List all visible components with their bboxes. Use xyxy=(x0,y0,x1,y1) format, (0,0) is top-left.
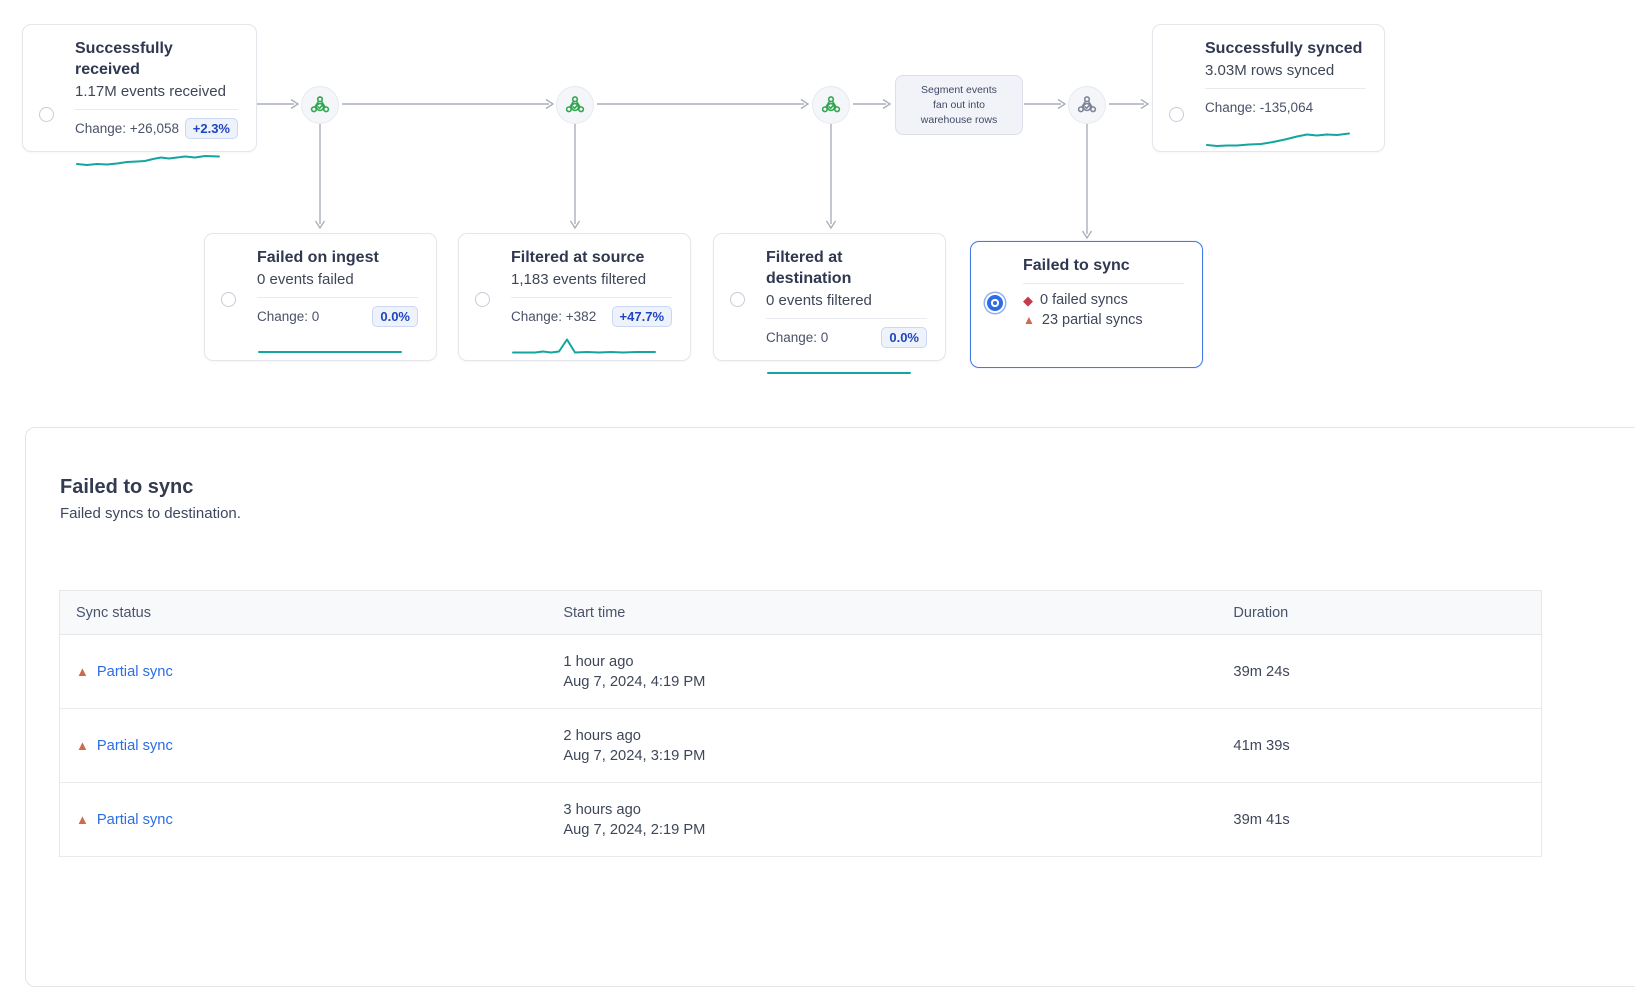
sparkline-chart xyxy=(76,155,220,166)
card-title: Filtered at destination xyxy=(766,249,852,287)
change-label: Change: +26,058 xyxy=(75,120,179,136)
pipeline-node xyxy=(301,86,339,124)
percent-badge: +2.3% xyxy=(184,117,238,139)
radio-filtered-at-destination[interactable] xyxy=(730,292,745,307)
panel-subtitle: Failed syncs to destination. xyxy=(60,505,241,522)
fanout-note-line: Segment events xyxy=(921,83,997,96)
pipeline-node xyxy=(556,86,594,124)
fanout-note-line: fan out into xyxy=(933,98,985,111)
table-row[interactable]: ▲ Partial sync 2 hours ago Aug 7, 2024, … xyxy=(60,709,1541,783)
radio-successfully-received[interactable] xyxy=(39,107,54,122)
relative-time: 3 hours ago xyxy=(563,801,641,818)
table-row[interactable]: ▲ Partial sync 1 hour ago Aug 7, 2024, 4… xyxy=(60,635,1541,709)
segment-check-icon-gray xyxy=(1077,96,1097,113)
divider xyxy=(75,109,238,110)
partial-sync-link[interactable]: Partial sync xyxy=(96,663,173,680)
partial-syncs-stat: 23 partial syncs xyxy=(1041,311,1143,328)
diamond-icon: ◆ xyxy=(1023,293,1033,308)
sync-table: Sync status Start time Duration ▲ Partia… xyxy=(59,590,1542,857)
divider xyxy=(511,297,672,298)
pipeline-node xyxy=(1068,86,1106,124)
pipeline-flow-diagram: Successfully received 1.17M events recei… xyxy=(0,0,1635,410)
segment-check-icon xyxy=(310,96,330,113)
panel-title: Failed to sync xyxy=(60,476,194,498)
node-card-filtered-at-source[interactable]: Filtered at source 1,183 events filtered… xyxy=(458,233,691,361)
change-label: Change: -135,064 xyxy=(1205,99,1314,115)
divider xyxy=(766,318,927,319)
pipeline-node xyxy=(812,86,850,124)
partial-sync-link[interactable]: Partial sync xyxy=(96,737,173,754)
segment-check-icon xyxy=(821,96,841,113)
partial-sync-link[interactable]: Partial sync xyxy=(96,811,173,828)
duration: 39m 41s xyxy=(1233,811,1290,828)
column-header-start-time: Start time xyxy=(563,604,626,621)
sparkline-chart xyxy=(767,372,911,374)
percent-badge: 0.0% xyxy=(372,305,418,327)
card-title: Successfully received xyxy=(75,40,173,78)
card-subtitle: 3.03M rows synced xyxy=(1205,62,1335,79)
fanout-note-line: warehouse rows xyxy=(920,113,998,126)
divider xyxy=(1023,283,1184,284)
radio-failed-on-ingest[interactable] xyxy=(221,292,236,307)
card-title: Successfully synced xyxy=(1205,40,1363,57)
node-card-successfully-synced[interactable]: Successfully synced 3.03M rows synced Ch… xyxy=(1152,24,1385,152)
card-title: Failed to sync xyxy=(1023,257,1130,274)
card-subtitle: 0 events failed xyxy=(257,271,354,288)
node-card-failed-to-sync[interactable]: Failed to sync ◆ 0 failed syncs ▲ 23 par… xyxy=(970,241,1203,368)
percent-badge: 0.0% xyxy=(881,326,927,348)
node-card-successfully-received[interactable]: Successfully received 1.17M events recei… xyxy=(22,24,257,166)
radio-filtered-at-source[interactable] xyxy=(475,292,490,307)
sparkline-chart xyxy=(512,338,656,354)
node-card-failed-on-ingest[interactable]: Failed on ingest 0 events failed Change:… xyxy=(204,233,437,361)
sparkline-chart xyxy=(1206,132,1350,147)
card-title: Failed on ingest xyxy=(257,249,379,266)
change-label: Change: 0 xyxy=(257,308,320,324)
triangle-icon: ▲ xyxy=(76,738,89,753)
start-time: Aug 7, 2024, 2:19 PM xyxy=(563,821,706,838)
divider xyxy=(1205,88,1366,89)
node-card-filtered-at-destination[interactable]: Filtered at destination 0 events filtere… xyxy=(713,233,946,374)
table-row[interactable]: ▲ Partial sync 3 hours ago Aug 7, 2024, … xyxy=(60,783,1541,857)
duration: 39m 24s xyxy=(1233,663,1290,680)
failed-syncs-stat: 0 failed syncs xyxy=(1040,292,1128,308)
start-time: Aug 7, 2024, 3:19 PM xyxy=(563,747,706,764)
sparkline-chart xyxy=(258,351,402,353)
radio-successfully-synced[interactable] xyxy=(1169,107,1184,122)
change-label: Change: +382 xyxy=(511,308,597,324)
relative-time: 2 hours ago xyxy=(563,727,641,744)
card-title: Filtered at source xyxy=(511,249,645,266)
triangle-icon: ▲ xyxy=(1023,312,1035,327)
card-subtitle: 1.17M events received xyxy=(75,83,226,100)
card-subtitle: 1,183 events filtered xyxy=(511,271,647,288)
start-time: Aug 7, 2024, 4:19 PM xyxy=(563,673,706,690)
triangle-icon: ▲ xyxy=(76,812,89,827)
table-header: Sync status Start time Duration xyxy=(60,591,1541,635)
fanout-note: Segment events fan out into warehouse ro… xyxy=(895,75,1023,135)
duration: 41m 39s xyxy=(1233,737,1290,754)
triangle-icon: ▲ xyxy=(76,664,89,679)
change-label: Change: 0 xyxy=(766,329,829,345)
percent-badge: +47.7% xyxy=(611,305,672,327)
column-header-sync-status: Sync status xyxy=(76,604,151,621)
divider xyxy=(257,297,418,298)
segment-check-icon xyxy=(565,96,585,113)
column-header-duration: Duration xyxy=(1233,604,1289,621)
relative-time: 1 hour ago xyxy=(563,653,634,670)
failed-to-sync-panel: Failed to sync Failed syncs to destinati… xyxy=(25,427,1635,987)
radio-failed-to-sync[interactable] xyxy=(987,295,1003,311)
card-subtitle: 0 events filtered xyxy=(766,292,872,309)
